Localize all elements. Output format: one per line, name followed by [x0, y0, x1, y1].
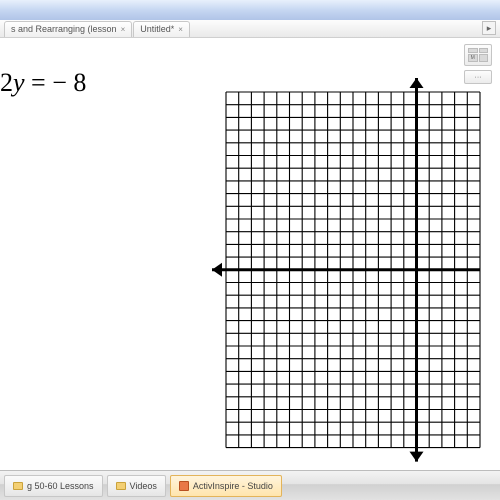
folder-icon: [116, 482, 126, 490]
taskbar-label: ActivInspire - Studio: [193, 481, 273, 491]
equation-eq: =: [25, 68, 53, 97]
close-icon[interactable]: ×: [178, 25, 183, 34]
taskbar-label: g 50-60 Lessons: [27, 481, 94, 491]
tab-label: Untitled*: [140, 24, 174, 34]
window-titlebar: [0, 0, 500, 20]
rollup-button[interactable]: ▸: [482, 21, 496, 35]
equation-text: 2y = − 8: [0, 68, 86, 98]
equation-rhs: 8: [73, 68, 86, 97]
taskbar-item-activinspire[interactable]: ActivInspire - Studio: [170, 475, 282, 497]
whiteboard-canvas[interactable]: M ··· 2y = − 8: [0, 38, 500, 470]
equation-var: y: [13, 68, 25, 97]
equation-neg: −: [52, 68, 73, 97]
equation-coef: 2: [0, 68, 13, 97]
app-icon: [179, 481, 189, 491]
taskbar: g 50-60 Lessons Videos ActivInspire - St…: [0, 470, 500, 500]
taskbar-item-videos[interactable]: Videos: [107, 475, 166, 497]
tab-untitled[interactable]: Untitled* ×: [133, 21, 190, 37]
tab-rearranging[interactable]: s and Rearranging (lesson ×: [4, 21, 132, 37]
tab-label: s and Rearranging (lesson: [11, 24, 117, 34]
tool-grid-icon: M: [468, 48, 488, 62]
tool-palette[interactable]: M: [464, 44, 492, 66]
document-tab-bar: s and Rearranging (lesson × Untitled* × …: [0, 20, 500, 38]
cartesian-grid: [212, 78, 494, 462]
taskbar-label: Videos: [130, 481, 157, 491]
folder-icon: [13, 482, 23, 490]
taskbar-item-lessons[interactable]: g 50-60 Lessons: [4, 475, 103, 497]
close-icon[interactable]: ×: [121, 25, 126, 34]
